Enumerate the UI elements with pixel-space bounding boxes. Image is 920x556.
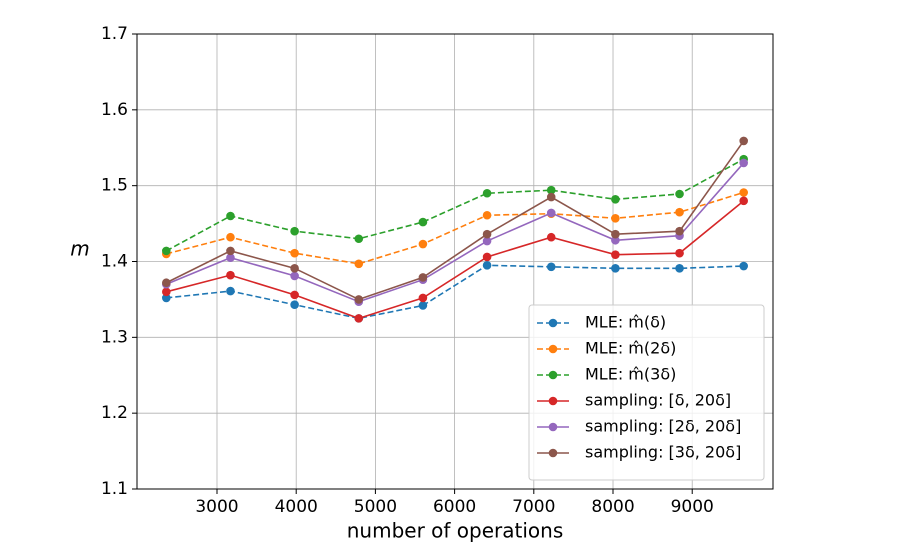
data-point [546,262,556,272]
data-point [546,208,556,218]
legend-label: sampling: [δ, 20δ] [585,391,731,410]
data-point [482,210,492,220]
data-point [611,229,620,239]
legend-marker [548,448,558,458]
x-tick-label: 4000 [275,497,318,517]
legend-label: MLE: m̂(δ) [585,313,666,332]
x-tick-label: 3000 [195,497,238,517]
series-line [166,191,744,265]
data-point [739,136,748,146]
x-axis-label: number of operations [347,519,564,543]
data-point [418,273,428,282]
data-point [290,264,299,273]
data-point [675,248,684,258]
data-point [290,248,299,258]
data-point [482,260,492,270]
y-tick-label: 1.3 [101,327,128,347]
y-tick-label: 1.7 [101,24,128,44]
data-point [675,207,684,217]
data-point [546,192,556,202]
series-line [166,264,744,320]
data-point [354,314,364,323]
data-point [226,232,235,242]
series-line [165,162,745,303]
legend-marker [548,318,558,328]
y-tick-label: 1.4 [101,252,128,272]
data-point [675,226,684,236]
plot-frame [136,33,774,490]
data-point [418,301,428,310]
data-point [162,293,171,303]
x-tick-label: 8000 [591,497,634,517]
data-point [290,271,299,281]
legend-marker [548,370,558,380]
legend-marker [548,422,558,432]
data-point [482,229,492,239]
data-point [546,185,556,195]
data-point [675,189,684,199]
data-point [290,300,299,310]
data-point [739,158,748,168]
data-point [739,188,748,197]
y-tick-label: 1.1 [101,479,128,499]
legend: MLE: m̂(δ) MLE: m̂(2δ) MLE: m̂(3δ) sampling… [528,304,765,481]
y-tick-label: 1.6 [101,100,128,120]
legend-marker [548,344,558,354]
data-point [546,232,556,242]
data-point [226,270,235,280]
data-point [611,264,620,273]
legend-marker [548,396,558,406]
x-tick-label: 6000 [433,497,476,517]
y-tick-label: 1.5 [101,176,128,196]
data-point [162,246,171,256]
data-point [354,259,364,269]
data-point [354,234,364,244]
data-point [162,287,171,297]
data-point [675,264,684,273]
legend-label: MLE: m̂(3δ) [585,365,676,384]
data-point [226,253,235,263]
data-point [611,195,620,204]
x-tick-label: 5000 [354,497,397,517]
data-point [611,250,620,259]
data-point [290,226,299,236]
data-point [482,188,492,198]
series-line [165,140,745,301]
y-axis-label: m [70,237,89,261]
data-point [611,235,620,245]
data-point [739,261,748,271]
data-point [226,246,235,256]
data-point [482,236,492,246]
data-point [290,290,299,300]
data-point [739,196,748,206]
data-point [354,295,364,304]
data-point [226,286,235,296]
legend-box [528,304,765,481]
data-point [611,213,620,223]
series-line [166,200,745,320]
data-point [418,293,428,303]
y-tick-label: 1.2 [101,403,128,423]
legend-label: sampling: [3δ, 20δ] [585,443,741,462]
x-tick-label: 9000 [671,497,714,517]
data-point [162,278,171,288]
data-point [226,211,235,221]
x-tick-label: 7000 [512,497,555,517]
data-point [482,252,492,262]
data-point [418,239,428,249]
legend-label: MLE: m̂(2δ) [585,339,676,358]
legend-label: sampling: [2δ, 20δ] [585,417,741,436]
data-point [418,217,428,227]
